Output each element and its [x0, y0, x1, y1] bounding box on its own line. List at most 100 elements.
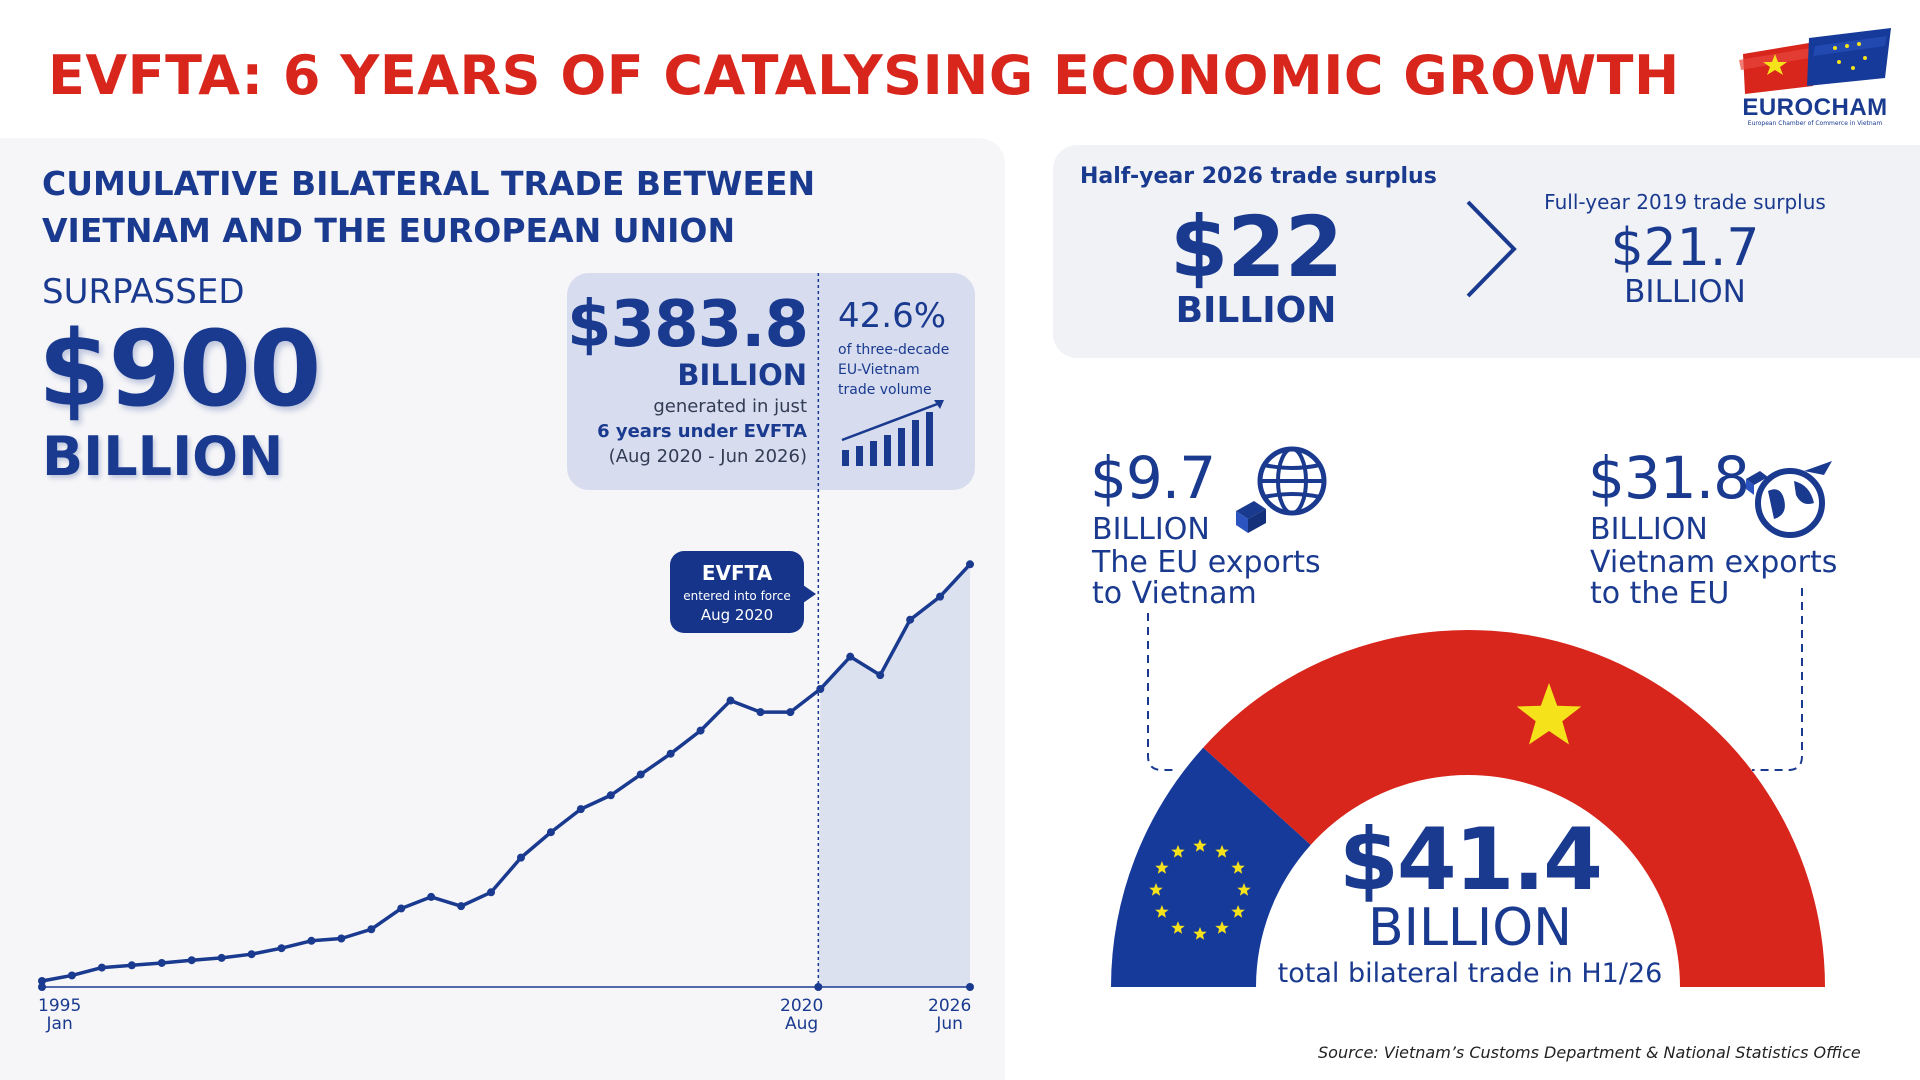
cumulative-unit: BILLION: [42, 425, 284, 488]
eu-star: [1149, 883, 1163, 896]
evfta-description: generated in just 6 years under EVFTA (A…: [567, 394, 807, 469]
cumulative-amount: $900: [38, 308, 321, 430]
vn-exports-amount: $31.8: [1588, 444, 1750, 512]
eu-exports-unit: BILLION: [1092, 512, 1210, 547]
vn-connector-line: [1752, 588, 1803, 771]
data-point: [636, 770, 645, 779]
evfta-unit: BILLION: [677, 358, 807, 392]
surplus-title: Half-year 2026 trade surplus: [1080, 164, 1437, 189]
trade-line: [41, 563, 972, 983]
x-label-month: Jan: [46, 1014, 73, 1034]
growth-bars-icon: [841, 400, 944, 466]
data-point: [38, 976, 46, 985]
total-trade-unit: BILLION: [1367, 898, 1573, 958]
x-label-month: Jun: [936, 1014, 963, 1034]
fy2019-surplus-amount: $21.7: [1610, 218, 1760, 278]
data-point: [696, 726, 705, 735]
eu-stars-icon: [1149, 839, 1251, 940]
evfta-marker-sub: entered into force: [683, 589, 791, 603]
data-point: [277, 944, 286, 953]
logo-subtitle: European Chamber of Commerce in Vietnam: [1747, 120, 1883, 127]
data-point: [427, 892, 436, 901]
x-axis-label-start: 1995 Jan: [38, 997, 81, 1033]
vn-exports-line-1: Vietnam exports: [1590, 545, 1838, 580]
eu-star: [1171, 921, 1185, 934]
data-point: [307, 936, 316, 945]
eu-exports-line-1: The EU exports: [1092, 545, 1321, 580]
heading-line-2: VIETNAM AND THE EUROPEAN UNION: [42, 211, 736, 250]
airplane-globe-icon: [1746, 461, 1832, 538]
total-trade-description: total bilateral trade in H1/26: [1277, 958, 1663, 989]
fy2019-surplus-unit: BILLION: [1624, 274, 1746, 310]
eu-star: [1193, 839, 1207, 852]
eu-exports-line-2: to Vietnam: [1092, 576, 1257, 611]
pct-desc-line-2: EU-Vietnam: [838, 362, 920, 378]
surpassed-label: SURPASSED: [42, 272, 245, 312]
data-point: [756, 708, 765, 717]
data-point: [936, 592, 945, 601]
eurocham-logo: EUROCHAM European Chamber of Commerce in…: [1735, 24, 1895, 134]
x-label-year: 2020: [780, 996, 824, 1016]
vn-exports-description: Vietnam exports to the EU: [1590, 547, 1837, 609]
chevron-right-icon: [1466, 200, 1517, 298]
eu-share-segment: [1111, 747, 1311, 987]
x-label-month: Aug: [785, 1014, 819, 1034]
data-point: [906, 615, 915, 624]
data-point: [67, 971, 76, 980]
eu-connector-line: [1147, 613, 1174, 771]
evfta-percentage: 42.6%: [838, 296, 947, 336]
vietnam-star-icon: [1516, 683, 1582, 745]
evfta-desc-line-3: (Aug 2020 - Jun 2026): [608, 446, 807, 467]
eu-star: [1171, 844, 1185, 858]
data-point: [966, 560, 974, 569]
eu-star: [1231, 861, 1245, 874]
data-point: [786, 708, 795, 717]
cumulative-trade-line-chart: [38, 273, 974, 991]
axis-tick-dot: [966, 983, 974, 991]
data-point: [247, 950, 256, 959]
axis-tick-dot: [814, 983, 823, 991]
data-point: [367, 925, 376, 934]
eu-exports-amount: $9.7: [1090, 444, 1216, 512]
evfta-marker-bubble: EVFTA entered into force Aug 2020: [670, 551, 816, 633]
data-point: [337, 934, 346, 943]
surplus-unit: BILLION: [1175, 290, 1337, 331]
total-trade-amount: $41.4: [1338, 810, 1603, 910]
heading-line-1: CUMULATIVE BILATERAL TRADE BETWEEN: [42, 164, 816, 203]
data-point: [576, 805, 585, 814]
vn-exports-line-2: to the EU: [1590, 576, 1730, 611]
surplus-panel: [1053, 145, 1920, 358]
data-point: [876, 671, 885, 680]
data-point: [846, 652, 855, 661]
eu-star: [1155, 905, 1169, 918]
evfta-amount: $383.8: [567, 288, 809, 362]
vn-exports-unit: BILLION: [1590, 512, 1708, 547]
x-axis-label-end: 2026 Jun: [928, 997, 971, 1033]
vietnam-share-segment: [1203, 630, 1825, 987]
cumulative-heading: CUMULATIVE BILATERAL TRADE BETWEEN VIETN…: [42, 160, 815, 254]
eu-star: [1215, 921, 1229, 934]
data-point: [127, 961, 136, 970]
data-point: [187, 956, 196, 965]
eu-star: [1193, 927, 1207, 940]
eu-star: [1231, 905, 1245, 918]
evfta-desc-line-1: generated in just: [653, 396, 807, 417]
data-point: [217, 953, 226, 962]
eu-star: [1237, 883, 1251, 896]
globe-icon: [1236, 446, 1327, 533]
data-point: [97, 963, 106, 972]
evfta-desc-line-2: 6 years under EVFTA: [597, 421, 807, 442]
data-point: [457, 902, 466, 911]
surplus-amount: $22: [1169, 198, 1343, 296]
flag-brush-logo-icon: [1739, 28, 1891, 94]
pct-desc-line-1: of three-decade: [838, 342, 950, 358]
eu-exports-description: The EU exports to Vietnam: [1092, 547, 1321, 609]
eu-star: [1215, 844, 1229, 858]
data-point: [397, 904, 406, 913]
source-note: Source: Vietnam’s Customs Department & N…: [1318, 1043, 1861, 1062]
x-axis-label-evfta: 2020 Aug: [780, 997, 823, 1033]
pct-desc-line-3: trade volume: [838, 382, 932, 398]
x-label-year: 1995: [38, 996, 82, 1016]
eu-star: [1155, 861, 1169, 874]
